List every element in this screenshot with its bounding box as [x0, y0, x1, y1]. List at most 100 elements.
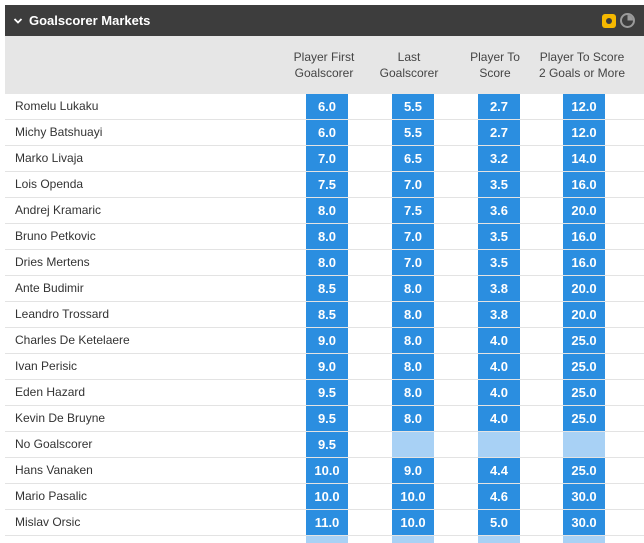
table-row: Michy Batshuayi 6.0 5.5 2.7 12.0	[5, 120, 644, 146]
odds-button[interactable]: 2.7	[478, 120, 520, 145]
odds-button[interactable]: 8.0	[392, 328, 434, 353]
odds-button	[306, 536, 348, 543]
bet-builder-icon[interactable]	[602, 13, 616, 28]
odds-button[interactable]: 10.0	[392, 510, 434, 535]
table-row: Mario Pasalic 10.0 10.0 4.6 30.0	[5, 484, 644, 510]
player-name: Lois Openda	[15, 177, 84, 191]
odds-button[interactable]: 8.0	[306, 224, 348, 249]
odds-button[interactable]: 3.2	[478, 146, 520, 171]
odds-button[interactable]: 7.0	[392, 224, 434, 249]
player-name: Bruno Petkovic	[15, 229, 96, 243]
odds-button[interactable]: 16.0	[563, 224, 605, 249]
odds-button[interactable]: 7.5	[306, 172, 348, 197]
odds-button[interactable]: 8.5	[306, 302, 348, 327]
odds-button[interactable]: 3.8	[478, 276, 520, 301]
odds-button[interactable]: 6.0	[306, 120, 348, 145]
chevron-down-icon[interactable]	[13, 16, 23, 26]
clock-icon[interactable]	[619, 12, 636, 29]
market-header[interactable]: Goalscorer Markets	[5, 5, 644, 36]
odds-button[interactable]: 20.0	[563, 198, 605, 223]
odds-button[interactable]: 4.0	[478, 380, 520, 405]
odds-button[interactable]: 8.0	[306, 250, 348, 275]
player-name: Mislav Orsic	[15, 515, 81, 529]
table-row: Kevin De Bruyne 9.5 8.0 4.0 25.0	[5, 406, 644, 432]
column-header-score-2-goals: Player To Score 2 Goals or More	[538, 50, 626, 80]
odds-button[interactable]: 3.5	[478, 172, 520, 197]
odds-button[interactable]: 8.0	[392, 302, 434, 327]
player-name: Romelu Lukaku	[15, 99, 99, 113]
odds-button[interactable]: 3.6	[478, 198, 520, 223]
odds-button[interactable]: 12.0	[563, 94, 605, 119]
odds-button[interactable]: 25.0	[563, 458, 605, 483]
odds-button[interactable]: 8.0	[392, 406, 434, 431]
odds-button[interactable]: 8.0	[392, 276, 434, 301]
odds-button[interactable]: 10.0	[392, 484, 434, 509]
odds-button	[563, 432, 605, 457]
column-header-player-to-score: Player To Score	[470, 50, 520, 80]
odds-button[interactable]: 25.0	[563, 328, 605, 353]
odds-button[interactable]: 3.8	[478, 302, 520, 327]
player-name: Andrej Kramaric	[15, 203, 102, 217]
odds-button[interactable]: 11.0	[306, 510, 348, 535]
odds-table: Romelu Lukaku 6.0 5.5 2.7 12.0 Michy Batshuay…	[5, 94, 644, 543]
odds-button[interactable]: 14.0	[563, 146, 605, 171]
odds-button[interactable]: 25.0	[563, 354, 605, 379]
odds-button[interactable]: 16.0	[563, 172, 605, 197]
odds-button[interactable]: 6.5	[392, 146, 434, 171]
table-row: Andrej Kramaric 8.0 7.5 3.6 20.0	[5, 198, 644, 224]
odds-button[interactable]: 9.5	[306, 380, 348, 405]
table-row	[5, 536, 644, 543]
odds-button[interactable]: 7.5	[392, 198, 434, 223]
odds-button[interactable]: 9.0	[306, 328, 348, 353]
odds-button[interactable]: 6.0	[306, 94, 348, 119]
odds-button[interactable]: 30.0	[563, 484, 605, 509]
odds-button[interactable]: 7.0	[392, 250, 434, 275]
odds-button[interactable]: 8.0	[392, 354, 434, 379]
odds-button[interactable]: 7.0	[306, 146, 348, 171]
odds-button[interactable]: 8.0	[306, 198, 348, 223]
odds-button[interactable]: 5.5	[392, 120, 434, 145]
player-name: Charles De Ketelaere	[15, 333, 130, 347]
odds-button[interactable]: 20.0	[563, 302, 605, 327]
odds-button[interactable]: 8.0	[392, 380, 434, 405]
header-icons	[602, 12, 636, 29]
player-name: No Goalscorer	[15, 437, 93, 451]
table-row: Charles De Ketelaere 9.0 8.0 4.0 25.0	[5, 328, 644, 354]
player-name: Mario Pasalic	[15, 489, 88, 503]
odds-button[interactable]: 3.5	[478, 224, 520, 249]
odds-button[interactable]: 3.5	[478, 250, 520, 275]
odds-button[interactable]: 4.4	[478, 458, 520, 483]
column-headers: Player First Goalscorer Last Goalscorer …	[5, 36, 644, 94]
odds-button[interactable]: 5.0	[478, 510, 520, 535]
odds-button[interactable]: 4.6	[478, 484, 520, 509]
table-row: Lois Openda 7.5 7.0 3.5 16.0	[5, 172, 644, 198]
odds-button[interactable]: 2.7	[478, 94, 520, 119]
table-row: Mislav Orsic 11.0 10.0 5.0 30.0	[5, 510, 644, 536]
table-row: Leandro Trossard 8.5 8.0 3.8 20.0	[5, 302, 644, 328]
odds-button[interactable]: 20.0	[563, 276, 605, 301]
odds-button[interactable]: 25.0	[563, 380, 605, 405]
odds-button[interactable]: 30.0	[563, 510, 605, 535]
odds-button[interactable]: 7.0	[392, 172, 434, 197]
odds-button[interactable]: 9.0	[306, 354, 348, 379]
odds-button[interactable]: 9.5	[306, 432, 348, 457]
odds-button[interactable]: 10.0	[306, 484, 348, 509]
odds-button[interactable]: 25.0	[563, 406, 605, 431]
column-header-last-goalscorer: Last Goalscorer	[379, 50, 439, 80]
odds-button[interactable]: 4.0	[478, 354, 520, 379]
player-name: Ante Budimir	[15, 281, 84, 295]
table-row: Eden Hazard 9.5 8.0 4.0 25.0	[5, 380, 644, 406]
odds-button[interactable]: 10.0	[306, 458, 348, 483]
odds-button[interactable]: 9.5	[306, 406, 348, 431]
goalscorer-markets-panel: Goalscorer Markets Player First Goalscor…	[5, 5, 644, 543]
player-name: Hans Vanaken	[15, 463, 93, 477]
odds-button[interactable]: 5.5	[392, 94, 434, 119]
odds-button[interactable]: 9.0	[392, 458, 434, 483]
odds-button[interactable]: 4.0	[478, 406, 520, 431]
odds-button[interactable]: 8.5	[306, 276, 348, 301]
table-row: Ivan Perisic 9.0 8.0 4.0 25.0	[5, 354, 644, 380]
odds-button[interactable]: 4.0	[478, 328, 520, 353]
odds-button[interactable]: 12.0	[563, 120, 605, 145]
odds-button[interactable]: 16.0	[563, 250, 605, 275]
market-title: Goalscorer Markets	[29, 13, 151, 28]
